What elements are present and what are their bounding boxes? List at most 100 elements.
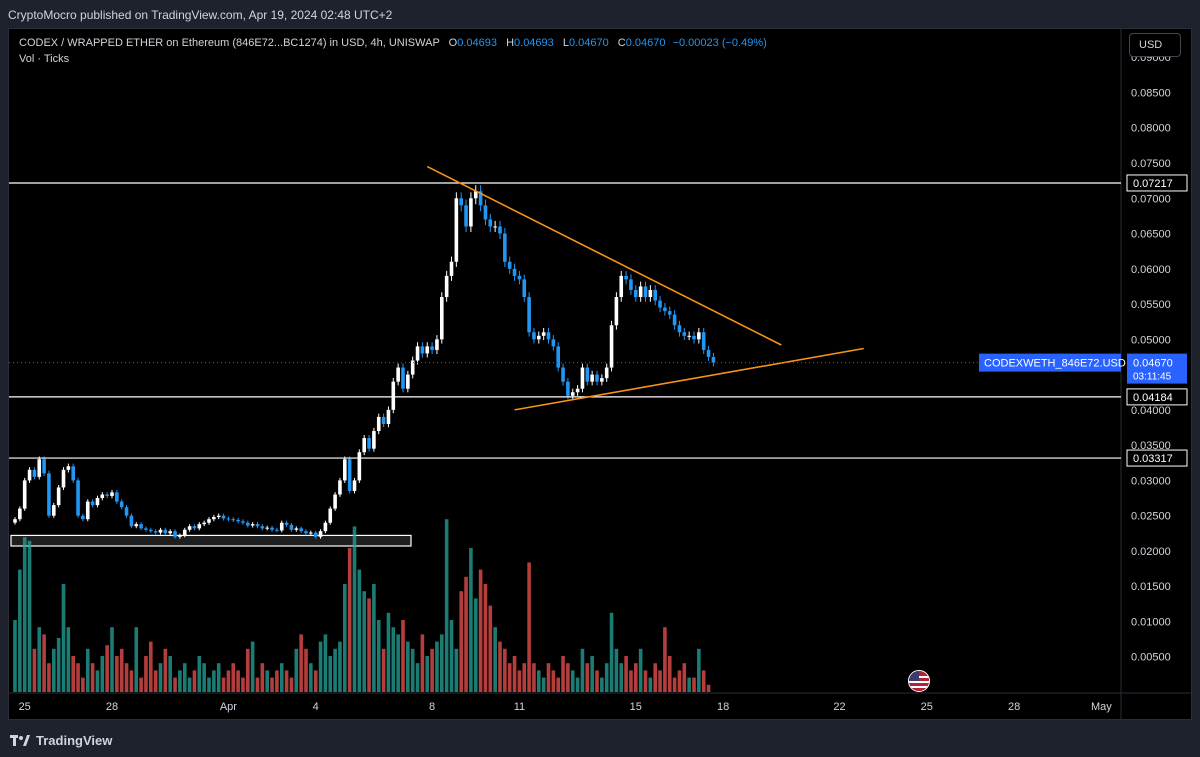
volume-bar	[309, 663, 313, 692]
candle-body	[328, 508, 333, 523]
candle-body	[376, 416, 381, 432]
candle-body	[701, 332, 706, 350]
candle-body	[81, 515, 85, 520]
candle-body	[551, 339, 556, 347]
volume-bar	[22, 537, 27, 692]
volume-bar	[556, 677, 560, 692]
candle-body	[197, 524, 202, 529]
volume-bar	[604, 663, 609, 692]
candle-body	[396, 367, 400, 382]
candle-body	[32, 469, 37, 477]
y-tick-label: 0.02000	[1131, 546, 1171, 558]
volume-bar	[168, 656, 172, 692]
level-price-label: 0.03317	[1133, 453, 1173, 465]
y-tick-label: 0.07500	[1131, 158, 1171, 170]
candle-body	[386, 409, 391, 424]
volume-bar	[619, 663, 624, 692]
volume-bar	[115, 656, 119, 692]
volume-bar	[158, 663, 163, 692]
volume-bar	[517, 670, 522, 692]
x-tick-label: 4	[313, 701, 319, 713]
candle-body	[522, 279, 527, 298]
volume-bar	[304, 648, 308, 692]
volume-bar	[464, 576, 468, 692]
volume-bar	[498, 641, 502, 692]
volume-bar	[372, 584, 376, 692]
candle-body	[503, 233, 507, 262]
currency-button[interactable]: USD	[1129, 33, 1181, 57]
volume-bar	[216, 663, 221, 692]
volume-bar	[226, 670, 231, 692]
candle-body	[449, 261, 454, 276]
candle-body	[381, 416, 386, 424]
volume-bar	[173, 677, 177, 692]
footer-bar: TradingView	[0, 722, 1200, 757]
candle-body	[47, 473, 51, 516]
candle-body	[663, 307, 667, 312]
volume-bar	[56, 638, 61, 692]
candle-body	[289, 524, 294, 530]
volume-bar	[299, 634, 303, 692]
candle-body	[100, 494, 105, 499]
y-tick-label: 0.03500	[1131, 440, 1171, 452]
volume-bar	[265, 670, 269, 692]
y-tick-label: 0.06000	[1131, 264, 1171, 276]
volume-bar	[449, 620, 454, 692]
y-tick-label: 0.05500	[1131, 299, 1171, 311]
volume-bar	[275, 670, 279, 692]
volume-bar	[541, 677, 546, 692]
volume-bar	[512, 656, 517, 692]
volume-bar	[600, 677, 604, 692]
candle-body	[294, 528, 299, 530]
candle-body	[425, 346, 430, 354]
candle-body	[250, 524, 255, 526]
candle-body	[13, 519, 17, 523]
price-chart[interactable]: 0.090000.085000.080000.075000.070000.065…	[9, 29, 1193, 721]
candle-body	[202, 522, 206, 525]
x-tick-label: 28	[1008, 701, 1020, 713]
candle-body	[629, 279, 633, 290]
volume-bar	[289, 677, 294, 692]
volume-bar	[182, 663, 187, 692]
candle-body	[711, 356, 716, 363]
candle-body	[507, 261, 512, 269]
tradingview-logo[interactable]: TradingView	[10, 733, 112, 748]
volume-bar	[153, 670, 158, 692]
volume-bar	[270, 677, 274, 692]
volume-bar	[85, 648, 90, 692]
volume-bar	[42, 634, 46, 692]
volume-bar	[139, 677, 143, 692]
x-tick-label: 15	[630, 701, 642, 713]
candle-body	[129, 515, 134, 527]
candle-body	[619, 275, 624, 298]
level-price-label: 0.04184	[1133, 392, 1173, 404]
candle-body	[595, 374, 599, 382]
chart-area[interactable]: 0.09000 0.08500 0.08000 0.07500 0.07000 0.065…	[8, 28, 1193, 721]
volume-bar	[478, 569, 483, 692]
level-price-tag	[1126, 449, 1188, 467]
volume-bar	[406, 641, 410, 692]
candle-body	[85, 501, 90, 520]
candle-body	[187, 526, 192, 530]
volume-bar	[609, 612, 614, 692]
candle-body	[444, 275, 449, 298]
volume-bar	[546, 663, 551, 692]
candle-body	[37, 459, 42, 477]
volume-bar	[90, 663, 95, 692]
us-flag-event-icon[interactable]	[908, 670, 930, 692]
low-value: 0.04670	[568, 37, 609, 49]
volume-bar	[81, 677, 85, 692]
trendline-support	[514, 347, 864, 411]
volume-bar	[328, 656, 333, 692]
y-tick-label: 0.00500	[1131, 652, 1171, 664]
candle-body	[493, 226, 497, 228]
y-tick-label: 0.08000	[1131, 123, 1171, 135]
candle-body	[347, 459, 352, 491]
candle-body	[207, 519, 211, 523]
volume-bar	[71, 656, 75, 692]
candle-body	[22, 480, 27, 509]
symbol-tag-bg	[979, 353, 1121, 372]
volume-bar	[701, 670, 706, 692]
volume-bar	[444, 519, 449, 692]
candle-body	[270, 527, 274, 530]
